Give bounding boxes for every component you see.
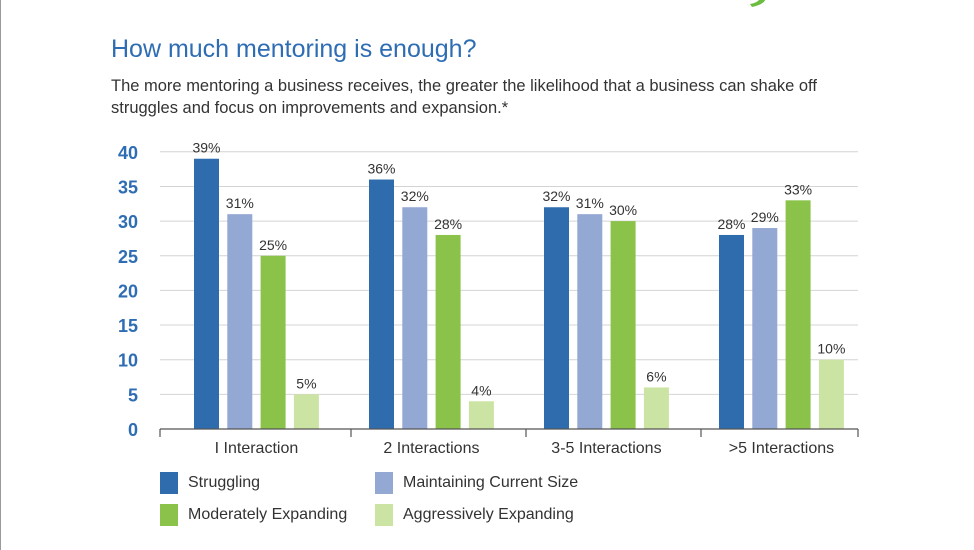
bar xyxy=(260,255,286,429)
legend-label-aggressive: Aggressively Expanding xyxy=(403,506,574,523)
legend-swatch-aggressive xyxy=(375,504,393,526)
legend-swatch-struggling xyxy=(160,472,178,494)
y-tick-label: 30 xyxy=(118,212,138,232)
legend-item-struggling: Struggling xyxy=(160,472,260,494)
y-tick-label: 0 xyxy=(128,420,138,440)
bar-value-label: 28% xyxy=(717,216,745,232)
legend-item-moderate: Moderately Expanding xyxy=(160,504,347,526)
page-edge-rule xyxy=(0,0,1,550)
legend-item-maintaining: Maintaining Current Size xyxy=(375,472,578,494)
bar xyxy=(785,200,811,429)
chart-title: How much mentoring is enough? xyxy=(111,35,477,63)
y-tick-label: 10 xyxy=(118,351,138,371)
bar xyxy=(643,387,669,429)
bar xyxy=(227,214,253,429)
y-tick-label: 5 xyxy=(128,385,138,405)
bar xyxy=(610,221,636,429)
y-tick-label: 15 xyxy=(118,316,138,336)
bar xyxy=(544,207,569,429)
bar xyxy=(818,359,844,429)
y-tick-label: 20 xyxy=(118,281,138,301)
legend-label-moderate: Moderately Expanding xyxy=(188,506,348,523)
bar xyxy=(752,228,778,429)
bar-value-label: 39% xyxy=(192,140,220,156)
legend-swatch-maintaining xyxy=(375,472,393,494)
bar-value-label: 33% xyxy=(784,181,812,197)
bar-value-label: 28% xyxy=(434,216,462,232)
bar xyxy=(293,394,319,429)
bar-value-label: 31% xyxy=(226,195,254,211)
bar xyxy=(577,214,603,429)
legend-item-aggressive: Aggressively Expanding xyxy=(375,504,574,526)
legend-label-struggling: Struggling xyxy=(188,474,261,491)
bar-value-label: 30% xyxy=(609,202,637,218)
y-tick-label: 40 xyxy=(118,143,138,163)
bar xyxy=(369,179,394,429)
bar xyxy=(468,401,494,429)
bar-value-label: 10% xyxy=(817,341,845,357)
corner-swoosh-graphic xyxy=(750,0,766,7)
bar-value-label: 6% xyxy=(646,368,666,384)
bar xyxy=(194,158,219,430)
y-tick-label: 25 xyxy=(118,247,138,267)
bar-value-label: 32% xyxy=(542,188,570,204)
bar-value-label: 36% xyxy=(367,161,395,177)
bar xyxy=(719,234,744,429)
x-category-label: I Interaction xyxy=(215,440,299,457)
x-category-label: 3-5 Interactions xyxy=(551,440,661,457)
legend-swatch-moderate xyxy=(160,504,178,526)
x-category-label: 2 Interactions xyxy=(383,440,479,457)
x-category-label: >5 Interactions xyxy=(729,440,834,457)
bar-value-label: 25% xyxy=(259,237,287,253)
bar-value-label: 32% xyxy=(401,188,429,204)
y-tick-label: 35 xyxy=(118,177,138,197)
bar xyxy=(435,234,461,429)
bar-value-label: 4% xyxy=(471,382,491,398)
legend-label-maintaining: Maintaining Current Size xyxy=(403,474,579,491)
bar-value-label: 31% xyxy=(576,195,604,211)
bar-value-label: 29% xyxy=(751,209,779,225)
chart-subtitle: The more mentoring a business receives, … xyxy=(111,77,817,117)
bar xyxy=(402,207,428,429)
bar-value-label: 5% xyxy=(296,375,316,391)
